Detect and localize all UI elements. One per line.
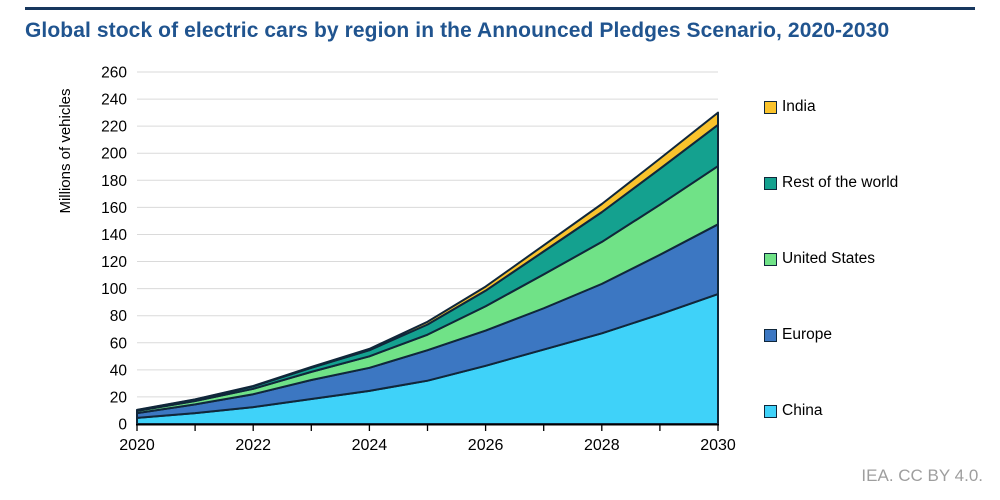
footer-attribution: IEA. CC BY 4.0. [861,466,983,485]
y-tick-label: 100 [101,281,127,298]
legend-label: United States [782,250,876,267]
y-tick-label: 160 [101,200,127,217]
x-tick-label: 2030 [700,437,736,454]
legend-item-china: China [764,401,823,421]
x-tick-label: 2028 [584,437,620,454]
y-tick-label: 240 [101,92,127,109]
chart-svg: 2020 2022 2024 2026 2028 2030 0 20 40 60 80 100 120 1… [57,65,736,455]
legend-swatch-rest-of-the-world [764,176,777,190]
legend-item-europe: Europe [764,325,832,345]
y-tick-label: 20 [110,389,128,406]
legend-item-rest-of-the-world: Rest of the world [764,173,898,193]
y-tick-label: 200 [101,146,127,163]
legend-label: China [782,402,823,419]
y-tick-label: 140 [101,227,127,244]
legend-swatch-united-states [764,252,777,266]
y-axis-title: Millions of vehicles [57,88,74,213]
chart-title: Global stock of electric cars by region … [25,19,890,42]
legend-item-india: India [764,97,816,117]
y-tick-label: 180 [101,173,127,190]
legend-label: Rest of the world [782,174,899,191]
area-india [136,111,719,412]
legend-label: Europe [782,326,832,343]
x-tick-label: 2020 [119,437,155,454]
legend-item-united-states: United States [764,249,875,269]
y-tick-label: 220 [101,119,127,136]
x-tick-label: 2024 [352,437,388,454]
x-tick-label: 2026 [468,437,504,454]
header-rule [25,7,975,10]
y-tick-label: 260 [101,65,127,82]
legend-swatch-europe [764,328,777,342]
legend-swatch-india [764,100,777,114]
y-tick-label: 60 [110,335,128,352]
y-tick-label: 0 [118,417,127,434]
y-tick-label: 40 [110,362,128,379]
legend-label: India [782,98,816,115]
chart-legend: India Rest of the world United States Europ… [764,0,984,500]
legend-swatch-china [764,404,777,418]
x-tick-label: 2022 [235,437,271,454]
y-tick-label: 80 [110,308,128,325]
y-tick-label: 120 [101,254,127,271]
